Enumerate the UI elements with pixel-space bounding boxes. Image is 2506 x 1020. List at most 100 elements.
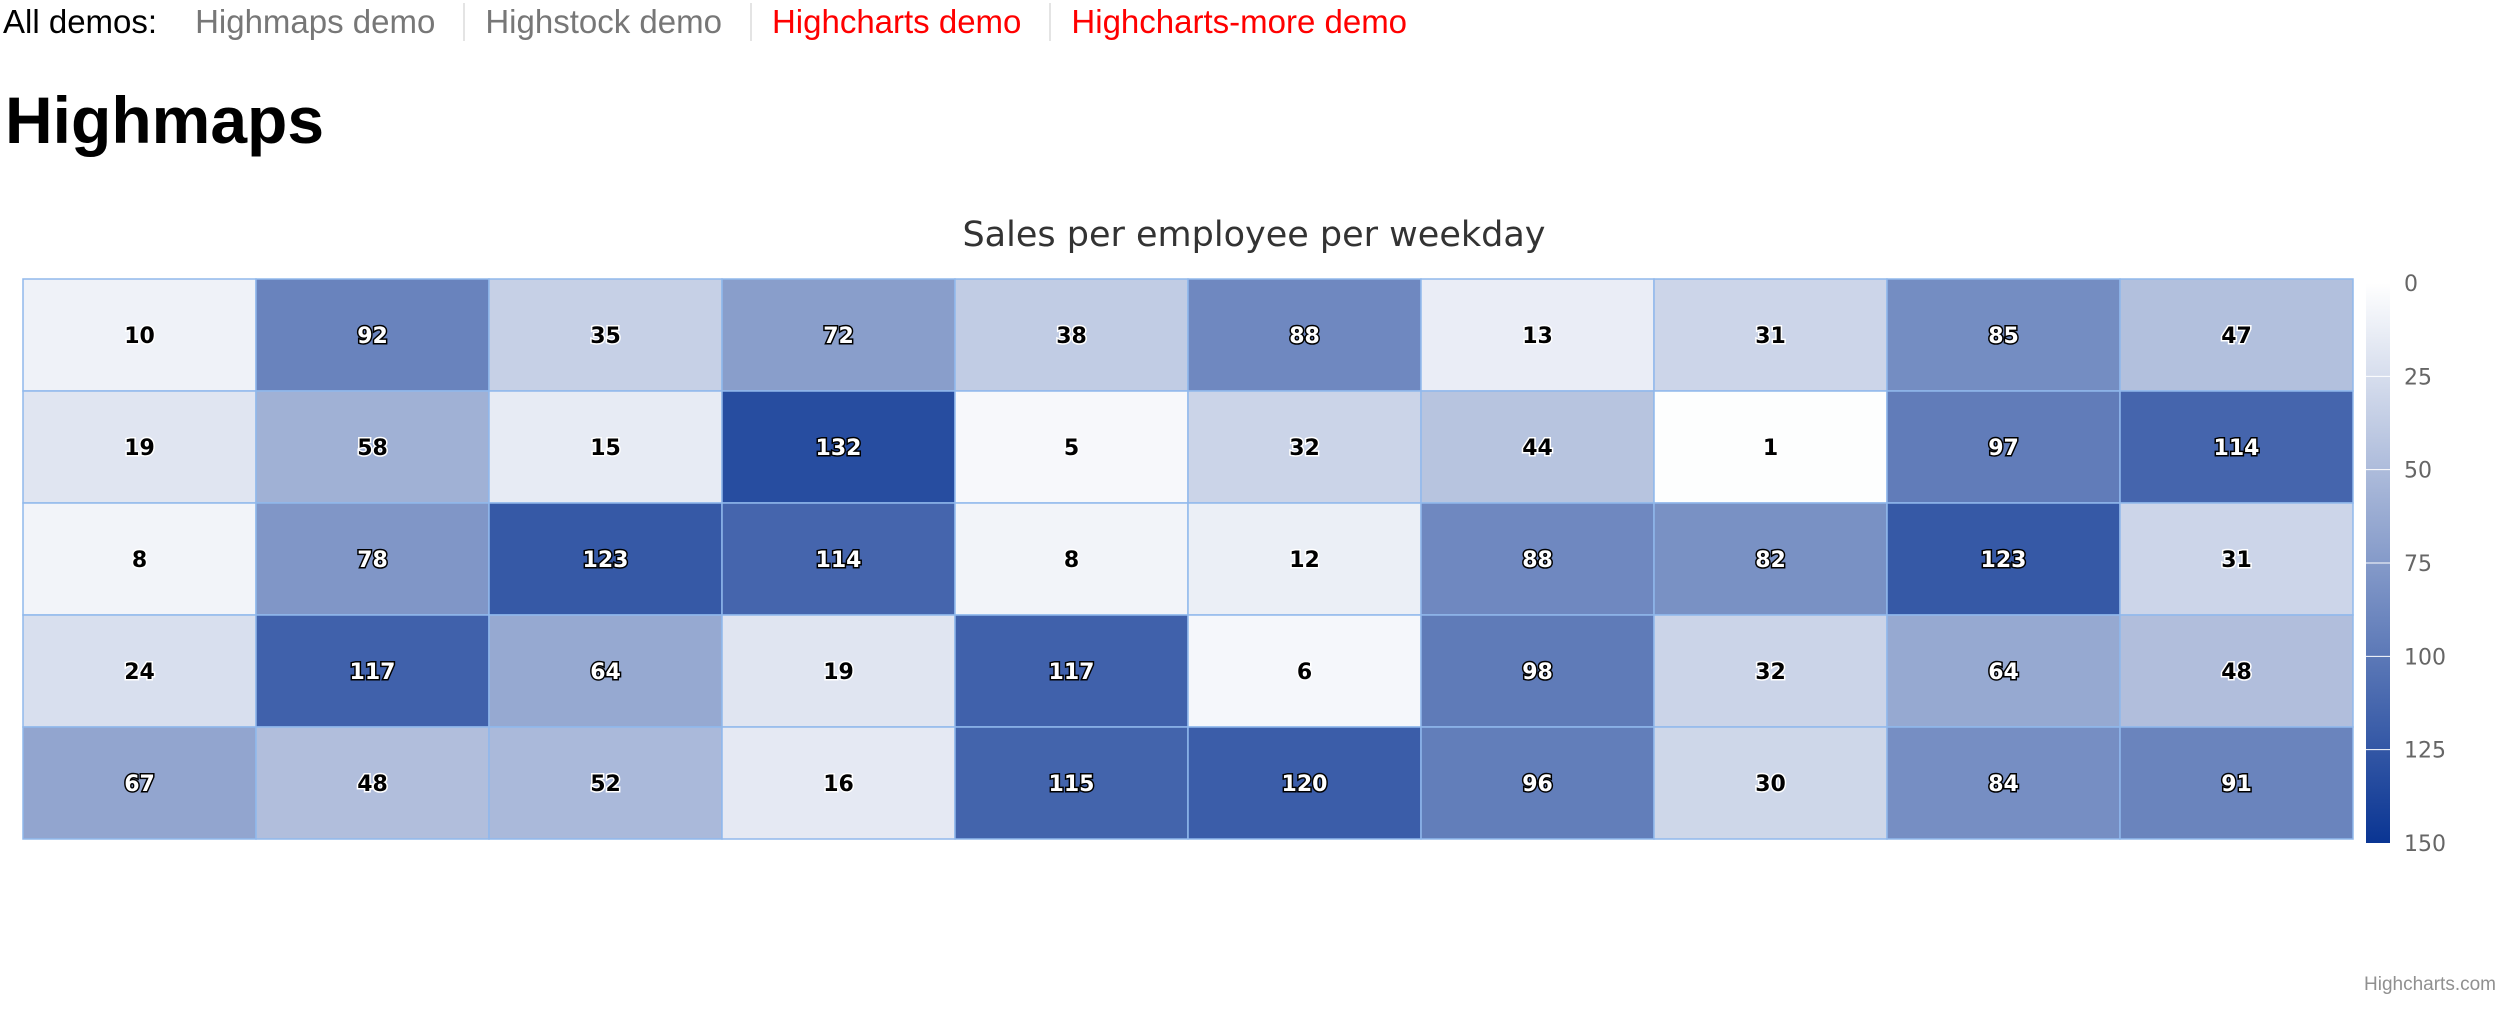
heatmap-cell[interactable] [488, 502, 723, 616]
heatmap-cell[interactable] [721, 390, 956, 504]
heatmap-cell[interactable] [954, 390, 1189, 504]
heatmap-cell[interactable] [1653, 502, 1888, 616]
cell-value-label: 58 [357, 436, 388, 461]
highmaps-demo-link[interactable]: Highmaps demo [195, 3, 436, 40]
cell-value-label: 114 [816, 548, 862, 573]
cell-value-label: 78 [357, 548, 388, 573]
credits-link[interactable]: Highcharts.com [2364, 974, 2496, 995]
cell-value-label: 114 [2214, 436, 2260, 461]
cell-value-label: 31 [1755, 324, 1786, 349]
heatmap-cell[interactable] [1653, 726, 1888, 840]
cell-value-label: 117 [350, 660, 396, 685]
cell-value-label: 32 [1755, 660, 1786, 685]
demo-nav: All demos: Highmaps demo Highstock demo … [3, 2, 1423, 42]
cell-value-label: 88 [1289, 324, 1320, 349]
cell-value-label: 98 [1522, 660, 1553, 685]
heatmap-cell[interactable] [1886, 502, 2121, 616]
heatmap-cell[interactable] [2119, 614, 2354, 728]
heatmap-cell[interactable] [721, 502, 956, 616]
all-demos-label: All demos: [3, 3, 158, 40]
cell-value-label: 19 [823, 660, 854, 685]
cell-value-label: 84 [1988, 772, 2019, 797]
legend-tick-label: 0 [2404, 272, 2418, 297]
highstock-demo-link[interactable]: Highstock demo [485, 3, 722, 40]
heatmap-cell[interactable] [22, 502, 257, 616]
color-legend: 0 25 50 75 100 125 150 [2366, 272, 2446, 857]
heatmap-cell[interactable] [1420, 390, 1655, 504]
cell-value-label: 8 [132, 548, 147, 573]
highcharts-more-demo-link[interactable]: Highcharts-more demo [1071, 3, 1408, 40]
nav-separator [463, 3, 466, 41]
heatmap-cell[interactable] [1420, 278, 1655, 392]
heatmap-cell[interactable] [22, 390, 257, 504]
heatmap-cell[interactable] [255, 502, 490, 616]
cell-value-label: 44 [1522, 436, 1553, 461]
heatmap-cell[interactable] [1653, 614, 1888, 728]
cell-value-label: 48 [2221, 660, 2252, 685]
legend-tick-label: 75 [2404, 552, 2432, 577]
heatmap-cell[interactable] [954, 278, 1189, 392]
heatmap-cell[interactable] [2119, 390, 2354, 504]
heatmap-cell[interactable] [255, 726, 490, 840]
cell-value-label: 16 [823, 772, 854, 797]
heatmap-cell[interactable] [488, 726, 723, 840]
cell-value-label: 97 [1988, 436, 2019, 461]
heatmap-cell[interactable] [488, 614, 723, 728]
heatmap-cell[interactable] [488, 278, 723, 392]
cell-value-label: 38 [1056, 324, 1087, 349]
cell-value-label: 123 [1981, 548, 2027, 573]
highcharts-demo-link[interactable]: Highcharts demo [771, 3, 1022, 40]
heatmap-cell[interactable] [1886, 614, 2121, 728]
cell-value-label: 24 [124, 660, 155, 685]
heatmap-cell[interactable] [2119, 278, 2354, 392]
cell-value-label: 6 [1297, 660, 1312, 685]
cell-value-label: 72 [823, 324, 854, 349]
cell-value-label: 48 [357, 772, 388, 797]
heatmap-cell[interactable] [1420, 502, 1655, 616]
cell-value-label: 13 [1522, 324, 1553, 349]
cell-value-label: 91 [2221, 772, 2252, 797]
cell-value-label: 47 [2221, 324, 2252, 349]
heatmap-cell[interactable] [1653, 390, 1888, 504]
legend-tick-label: 125 [2404, 739, 2446, 764]
heatmap-cell[interactable] [255, 278, 490, 392]
heatmap-cell[interactable] [1187, 726, 1422, 840]
heatmap-cell[interactable] [721, 278, 956, 392]
chart-title: Sales per employee per weekday [962, 215, 1545, 255]
nav-separator [749, 3, 752, 41]
cell-value-label: 15 [590, 436, 621, 461]
heatmap-cell[interactable] [1886, 278, 2121, 392]
cell-value-label: 10 [124, 324, 155, 349]
heatmap-cell[interactable] [1420, 614, 1655, 728]
heatmap-cell[interactable] [721, 726, 956, 840]
cell-value-label: 12 [1289, 548, 1320, 573]
cell-value-label: 30 [1755, 772, 1786, 797]
heatmap-cell[interactable] [2119, 726, 2354, 840]
nav-separator [1049, 3, 1052, 41]
heatmap-cell[interactable] [2119, 502, 2354, 616]
legend-tick-label: 150 [2404, 832, 2446, 857]
heatmap-cell[interactable] [954, 502, 1189, 616]
cell-value-label: 8 [1064, 548, 1079, 573]
heatmap-cell[interactable] [1653, 278, 1888, 392]
heatmap-cell[interactable] [1886, 726, 2121, 840]
cell-value-label: 1 [1763, 436, 1778, 461]
heatmap-cell[interactable] [22, 614, 257, 728]
heatmap-cell[interactable] [721, 614, 956, 728]
cell-value-label: 132 [816, 436, 862, 461]
heatmap-cell[interactable] [255, 614, 490, 728]
cell-value-label: 52 [590, 772, 621, 797]
cell-value-label: 117 [1049, 660, 1095, 685]
legend-tick-label: 50 [2404, 459, 2432, 484]
cell-value-label: 19 [124, 436, 155, 461]
legend-tick-label: 25 [2404, 365, 2432, 390]
heatmap-cell[interactable] [954, 614, 1189, 728]
cell-value-label: 5 [1064, 436, 1079, 461]
cell-value-label: 64 [590, 660, 621, 685]
heatmap-cell[interactable] [22, 278, 257, 392]
heatmap-cell[interactable] [1420, 726, 1655, 840]
page-title: Highmaps [5, 83, 325, 157]
cell-value-label: 115 [1049, 772, 1095, 797]
